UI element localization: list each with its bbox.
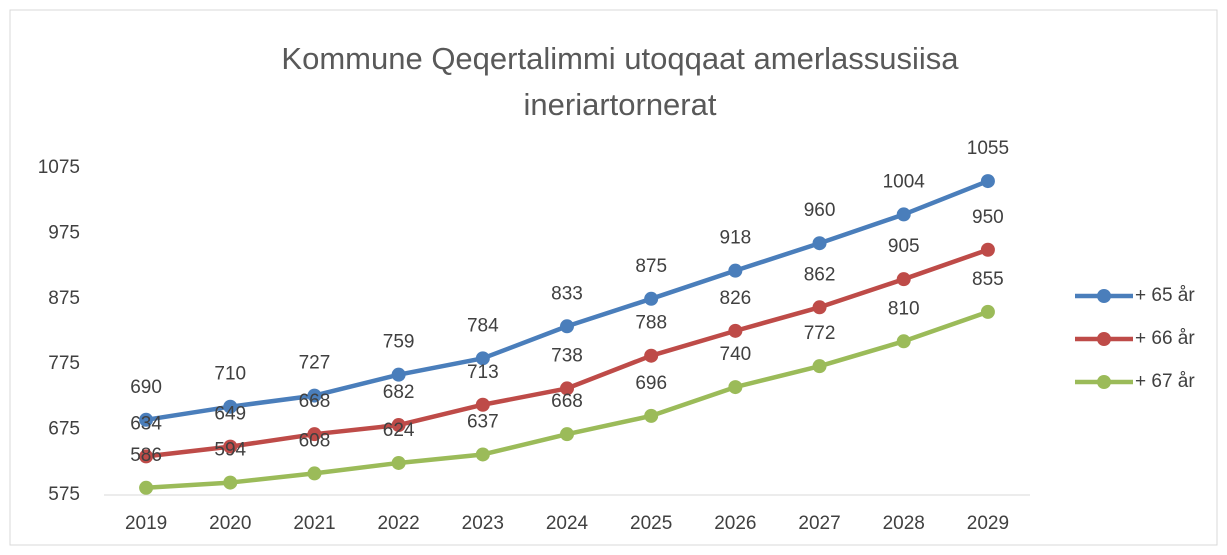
data-point <box>391 367 406 382</box>
data-label: 826 <box>720 288 752 309</box>
data-label: 810 <box>888 298 920 319</box>
y-tick-label: 975 <box>48 222 80 243</box>
legend-label: + 65 år <box>1135 285 1195 306</box>
x-tick-label: 2026 <box>714 513 756 534</box>
data-label: 668 <box>551 391 583 412</box>
y-tick-label: 875 <box>48 288 80 309</box>
data-point <box>139 412 154 427</box>
data-label: 960 <box>804 200 836 221</box>
data-point <box>812 236 827 251</box>
data-point <box>560 381 574 396</box>
data-point <box>896 272 911 287</box>
data-label: 586 <box>130 445 162 466</box>
data-label: 759 <box>383 332 415 353</box>
legend-marker <box>1097 289 1111 303</box>
data-point <box>139 449 154 464</box>
data-label: 727 <box>299 353 331 374</box>
data-label: 905 <box>888 236 920 257</box>
data-label: 624 <box>383 420 415 441</box>
data-point <box>560 427 574 442</box>
data-point <box>223 475 238 490</box>
data-label: 710 <box>214 364 246 385</box>
data-point <box>728 380 743 395</box>
data-label: 855 <box>972 269 1004 290</box>
x-tick-label: 2022 <box>377 513 419 534</box>
data-point <box>560 319 574 334</box>
data-label: 1004 <box>883 171 926 192</box>
x-tick-label: 2019 <box>125 513 167 534</box>
data-point <box>307 466 322 481</box>
data-point <box>139 480 154 495</box>
data-label: 875 <box>635 256 667 277</box>
data-point <box>223 439 238 454</box>
legend-label: + 67 år <box>1135 371 1195 392</box>
data-point <box>728 323 743 338</box>
data-label: 634 <box>130 413 162 434</box>
data-point <box>223 399 238 414</box>
x-tick-label: 2028 <box>883 513 925 534</box>
x-tick-label: 2023 <box>462 513 504 534</box>
x-tick-label: 2027 <box>798 513 840 534</box>
data-label: 594 <box>214 440 246 461</box>
data-label: 918 <box>720 228 752 249</box>
chart-border <box>9 9 1218 546</box>
data-point <box>307 388 322 403</box>
data-point <box>475 447 490 462</box>
x-tick-label: 2029 <box>967 513 1009 534</box>
data-label: 833 <box>551 283 583 304</box>
data-point <box>980 304 995 319</box>
legend-label: + 66 år <box>1135 328 1195 349</box>
data-label: 668 <box>299 391 331 412</box>
data-label: 862 <box>804 264 836 285</box>
data-point <box>812 359 827 374</box>
data-point <box>391 455 406 470</box>
data-label: 740 <box>720 344 752 365</box>
y-tick-label: 775 <box>48 353 80 374</box>
data-label: 738 <box>551 345 583 366</box>
data-point <box>644 348 659 363</box>
x-tick-label: 2025 <box>630 513 672 534</box>
chart-title: Kommune Qeqertalimmi utoqqaat amerlassus… <box>281 41 959 122</box>
data-label: 649 <box>214 404 246 425</box>
data-label: 690 <box>130 377 162 398</box>
legend-marker <box>1097 332 1111 346</box>
data-label: 696 <box>635 373 667 394</box>
y-tick-label: 675 <box>48 419 80 440</box>
data-label: 772 <box>804 323 836 344</box>
data-point <box>391 418 406 433</box>
x-tick-label: 2024 <box>546 513 589 534</box>
data-point <box>896 334 911 349</box>
data-point <box>307 427 322 442</box>
data-point <box>896 207 911 222</box>
data-label: 788 <box>635 313 667 334</box>
data-label: 1055 <box>967 138 1009 159</box>
data-label: 637 <box>467 411 499 432</box>
data-label: 950 <box>972 207 1004 228</box>
y-tick-label: 1075 <box>38 157 80 178</box>
data-point <box>812 300 827 315</box>
x-tick-label: 2020 <box>209 513 251 534</box>
data-point <box>475 397 490 412</box>
y-tick-label: 575 <box>48 484 80 505</box>
data-point <box>644 291 659 306</box>
data-point <box>728 263 743 278</box>
x-tick-label: 2021 <box>293 513 335 534</box>
data-point <box>475 351 490 366</box>
data-label: 682 <box>383 382 415 403</box>
data-point <box>980 242 995 257</box>
data-label: 784 <box>467 315 499 336</box>
data-label: 608 <box>299 430 331 451</box>
data-point <box>980 174 995 189</box>
data-label: 713 <box>467 362 499 383</box>
data-point <box>644 408 659 423</box>
legend-marker <box>1097 375 1111 389</box>
